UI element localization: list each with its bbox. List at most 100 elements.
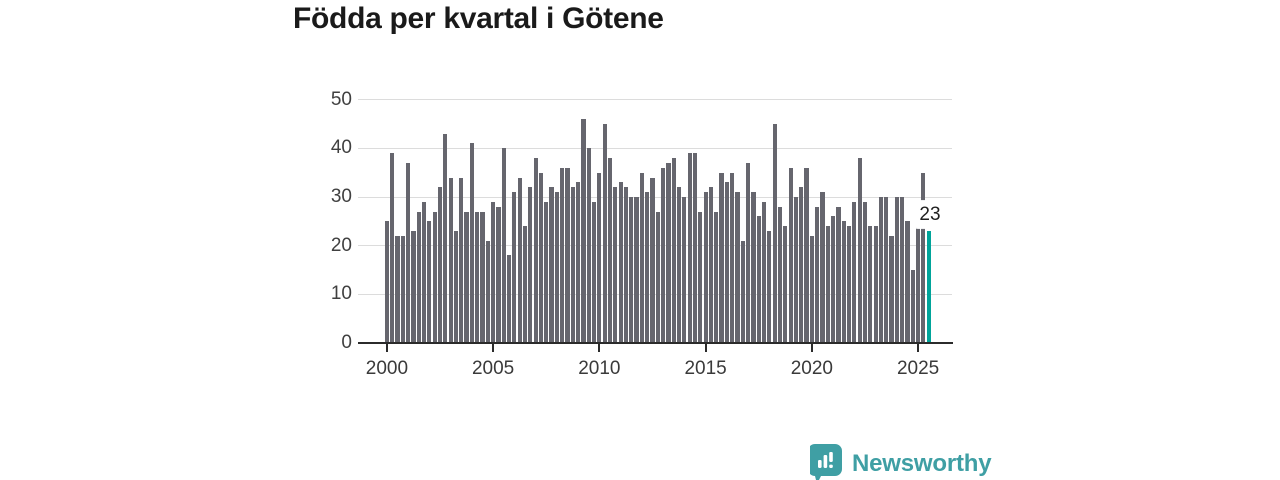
- x-axis-label: 2015: [684, 358, 727, 379]
- bar: [703, 192, 708, 343]
- bar: [889, 235, 894, 343]
- bar: [836, 206, 841, 343]
- bar: [873, 226, 878, 343]
- bar: [443, 133, 448, 343]
- bar: [459, 177, 464, 343]
- bar: [623, 187, 629, 343]
- x-axis-label: 2000: [365, 358, 409, 379]
- y-axis-label: 50: [330, 88, 352, 110]
- bar: [607, 158, 613, 343]
- bar: [480, 211, 485, 343]
- x-axis-tick: [917, 344, 920, 352]
- y-axis-label: 40: [330, 137, 352, 159]
- bar: [384, 221, 389, 343]
- x-axis-tick: [598, 344, 601, 352]
- bar: [761, 201, 767, 343]
- bar: [777, 206, 783, 343]
- bar: [544, 201, 549, 343]
- bar: [772, 124, 777, 343]
- bar: [671, 158, 676, 343]
- bar: [448, 177, 453, 343]
- bar: [894, 197, 899, 343]
- bar: [788, 167, 793, 343]
- y-gridline: [358, 196, 952, 198]
- bar: [799, 187, 804, 343]
- bar: [831, 216, 836, 343]
- bar: [464, 211, 469, 343]
- bar: [900, 197, 905, 343]
- bar: [884, 197, 889, 343]
- y-gridline: [358, 245, 952, 247]
- y-axis-label: 0: [341, 332, 352, 353]
- bar: [783, 226, 788, 343]
- bar: [421, 201, 427, 343]
- bar: [586, 148, 591, 343]
- newsworthy-logo-icon: [810, 444, 842, 480]
- bar: [857, 158, 862, 343]
- bar: [921, 172, 926, 343]
- bar: [692, 153, 698, 343]
- bar: [549, 187, 554, 343]
- x-axis-tick: [385, 344, 388, 352]
- bar: [809, 235, 814, 343]
- bar: [533, 158, 538, 343]
- bar: [501, 148, 506, 343]
- bar: [862, 201, 868, 343]
- bar: [698, 211, 703, 343]
- bar: [820, 192, 825, 343]
- bar: [618, 182, 623, 343]
- bar: [735, 192, 740, 343]
- bar: [916, 201, 921, 343]
- bar: [570, 187, 575, 343]
- bar: [406, 162, 411, 343]
- bar: [629, 197, 634, 343]
- bar: [815, 206, 820, 343]
- x-axis-tick: [704, 344, 707, 352]
- bar: [427, 221, 432, 343]
- bar: [719, 172, 724, 343]
- highlighted-bar: [926, 231, 931, 343]
- bar: [910, 270, 915, 343]
- newsworthy-logo: Newsworthy: [810, 444, 992, 480]
- bar: [512, 192, 517, 343]
- bar: [841, 221, 846, 343]
- bar: [846, 226, 852, 343]
- bar: [634, 197, 639, 343]
- y-axis-label: 20: [330, 234, 352, 256]
- bar: [825, 226, 830, 343]
- bar: [650, 177, 655, 343]
- bar: [506, 255, 512, 343]
- bar: [756, 216, 761, 343]
- y-axis-label: 10: [330, 283, 352, 305]
- bar: [576, 182, 581, 343]
- bar: [714, 211, 719, 343]
- bar: [793, 197, 798, 343]
- chart-title: Födda per kvartal i Götene: [293, 2, 664, 35]
- bar: [730, 172, 735, 343]
- bar: [655, 211, 660, 343]
- bar: [475, 211, 480, 343]
- bar: [852, 201, 857, 343]
- bar: [395, 235, 400, 343]
- bar: [645, 192, 650, 343]
- y-gridline: [358, 99, 952, 101]
- bar: [597, 172, 602, 343]
- bar: [661, 167, 666, 343]
- bar: [708, 187, 714, 343]
- bar: [613, 187, 618, 343]
- y-gridline: [358, 147, 952, 149]
- bar: [767, 231, 772, 343]
- bar: [591, 201, 597, 343]
- y-axis-label: 30: [330, 186, 352, 208]
- bar: [416, 211, 421, 343]
- bar: [554, 192, 559, 343]
- x-axis-label: 2025: [896, 358, 940, 379]
- value-callout: 23: [913, 201, 947, 228]
- bar: [804, 167, 809, 343]
- bar: [687, 153, 692, 343]
- bar: [746, 162, 751, 343]
- bar: [905, 221, 910, 343]
- bar: [437, 187, 443, 343]
- newsworthy-brand-text: Newsworthy: [852, 450, 992, 477]
- bar: [560, 167, 565, 343]
